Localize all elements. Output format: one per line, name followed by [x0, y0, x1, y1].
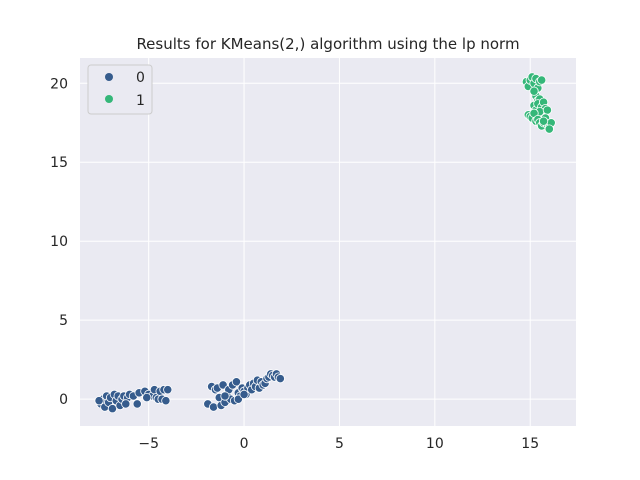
- data-point-series-0: [94, 396, 104, 406]
- legend: 0 1: [87, 64, 153, 115]
- data-point-series-1: [538, 116, 549, 126]
- data-point-series-0: [275, 374, 285, 384]
- data-point-series-0: [142, 392, 152, 403]
- x-tick-label: 5: [335, 436, 344, 452]
- y-tick-labels: 0 5 10 15 20: [50, 76, 68, 408]
- data-point-series-0: [107, 404, 118, 414]
- legend-marker-0: [105, 73, 113, 81]
- x-tick-label: 0: [240, 436, 249, 452]
- y-tick-label: 0: [59, 392, 68, 408]
- x-tick-label: −5: [138, 436, 159, 452]
- x-tick-label: 15: [521, 436, 539, 452]
- data-point-series-0: [208, 402, 219, 412]
- chart-title: Results for KMeans(2,) algorithm using t…: [136, 35, 519, 53]
- data-point-series-0: [239, 389, 249, 400]
- legend-box: [87, 64, 153, 115]
- data-point-series-0: [121, 399, 131, 409]
- y-tick-label: 15: [50, 155, 68, 171]
- y-tick-label: 5: [59, 313, 68, 329]
- x-tick-label: 10: [426, 436, 444, 452]
- data-point-series-0: [161, 396, 171, 406]
- data-points: [94, 72, 556, 414]
- data-point-series-0: [220, 391, 230, 401]
- data-point-series-1: [537, 75, 547, 85]
- data-point-series-1: [542, 105, 552, 115]
- legend-label-1: 1: [136, 93, 145, 109]
- data-point-series-0: [132, 399, 142, 409]
- y-tick-label: 10: [50, 234, 68, 250]
- data-point-series-1: [544, 124, 554, 134]
- data-point-series-1: [529, 86, 539, 96]
- legend-label-0: 0: [136, 70, 145, 86]
- data-point-series-0: [231, 377, 242, 387]
- x-tick-labels: −5 0 5 10 15: [138, 436, 539, 452]
- legend-marker-1: [105, 95, 113, 103]
- plot-background: [80, 58, 576, 426]
- data-point-series-0: [163, 385, 173, 395]
- y-tick-label: 20: [50, 76, 68, 92]
